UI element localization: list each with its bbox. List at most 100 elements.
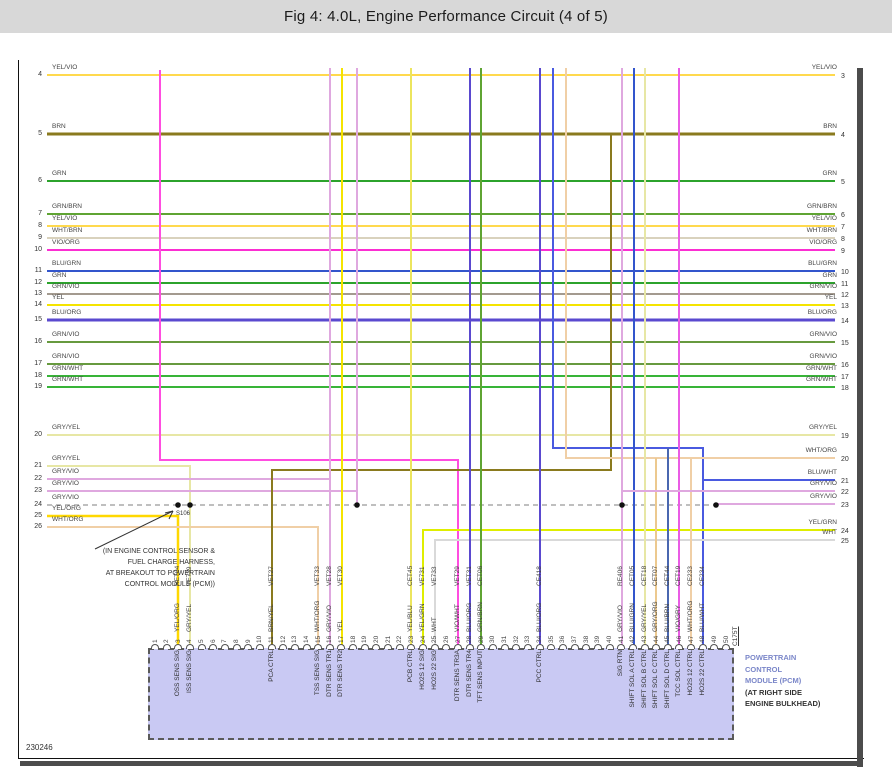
pin-number: 30 xyxy=(489,635,497,643)
pin-terminal-notch xyxy=(407,644,416,649)
pin-terminal-notch xyxy=(465,644,474,649)
left-wire-number: 19 xyxy=(34,383,42,390)
splice-dot xyxy=(713,502,719,508)
right-wire-color: GRN/VIO xyxy=(809,331,837,338)
pcm-callout-line: POWERTRAIN xyxy=(745,653,797,662)
frame-left-border xyxy=(18,60,19,759)
pin-wire-color: WHT xyxy=(430,617,438,632)
pin-signal-name: HO2S 22 SIG xyxy=(430,650,438,690)
right-wire-number: 25 xyxy=(841,538,849,545)
pin-wire-color: GRY/VIO xyxy=(617,605,625,632)
pin-circuit-code: CE234 xyxy=(698,566,706,586)
right-wire-color: GRN/VIO xyxy=(809,353,837,360)
pin-terminal-notch xyxy=(209,644,218,649)
pin-wire-color: YEL xyxy=(337,619,345,632)
pin-signal-name: DTR SENS TR4 xyxy=(465,650,473,697)
right-wire-number: 8 xyxy=(841,236,845,243)
pin-terminal-notch xyxy=(698,644,707,649)
splice-dot xyxy=(354,502,360,508)
pin-number: 6 xyxy=(209,639,217,643)
pin-terminal-notch xyxy=(267,644,276,649)
right-wire-number: 13 xyxy=(841,303,849,310)
right-wire-number: 15 xyxy=(841,340,849,347)
pin-terminal-notch xyxy=(360,644,369,649)
pin-number: 8 xyxy=(233,639,241,643)
pin-terminal-notch xyxy=(232,644,241,649)
right-wire-number: 9 xyxy=(841,248,845,255)
pin-number: 21 xyxy=(384,635,392,643)
pin-circuit-code: VET31 xyxy=(465,566,473,586)
right-wire-color: GRN xyxy=(822,272,837,279)
pin-terminal-notch xyxy=(593,644,602,649)
left-wire-number: 21 xyxy=(34,462,42,469)
pin-wire-color: WHT/ORG xyxy=(687,600,695,632)
left-wire-number: 5 xyxy=(38,130,42,137)
pin-terminal-notch xyxy=(384,644,393,649)
left-wire-color: GRN/WHT xyxy=(52,365,84,372)
left-wire-number: 10 xyxy=(34,246,42,253)
pin-terminal-notch xyxy=(302,644,311,649)
pin-circuit-code: VE731 xyxy=(419,566,427,586)
pin-circuit-code: CET45 xyxy=(407,565,415,586)
left-wire-number: 12 xyxy=(34,279,42,286)
wire xyxy=(47,514,180,648)
pin-wire-color: YEL/BLU xyxy=(407,605,415,632)
pin-signal-name: SIG RTN xyxy=(617,650,625,677)
pin-number: 20 xyxy=(372,635,380,643)
wire xyxy=(94,510,174,550)
pin-terminal-notch xyxy=(337,644,346,649)
right-wire-color: BLU/GRN xyxy=(808,260,837,267)
left-wire-color: WHT/ORG xyxy=(52,516,84,523)
left-wire-color: GRN/VIO xyxy=(52,283,80,290)
pin-signal-name: HO2S 22 CTRL xyxy=(698,650,706,696)
scroll-edge-bottom[interactable] xyxy=(20,761,863,766)
left-wire-color: WHT/BRN xyxy=(52,227,83,234)
pin-circuit-code: RE406 xyxy=(617,566,625,586)
pin-terminal-notch xyxy=(174,644,183,649)
left-wire-color: GRN/WHT xyxy=(52,376,84,383)
harness-note-line: AT BREAKOUT TO POWERTRAIN xyxy=(105,570,215,577)
left-wire-number: 18 xyxy=(34,372,42,379)
pin-terminal-notch xyxy=(185,644,194,649)
left-wire-color: YEL xyxy=(52,294,65,301)
pin-number: 39 xyxy=(594,635,602,643)
pin-terminal-notch xyxy=(663,644,672,649)
pin-number: 1 xyxy=(151,639,159,643)
pin-terminal-notch xyxy=(454,644,463,649)
pin-signal-name: DTR SENS TR2 xyxy=(337,650,345,697)
left-wire-color: GRY/VIO xyxy=(52,480,79,487)
pin-signal-name: PCB CTRL xyxy=(407,650,415,683)
pin-terminal-notch xyxy=(558,644,567,649)
left-wire-number: 26 xyxy=(34,523,42,530)
pin-terminal-notch xyxy=(500,644,509,649)
pin-circuit-code: CET05 xyxy=(628,565,636,586)
pin-wire-color: BRN/YEL xyxy=(267,604,275,632)
pin-terminal-notch xyxy=(570,644,579,649)
pin-wire-color: GRY/YEL xyxy=(185,603,193,632)
pin-terminal-notch xyxy=(244,644,253,649)
wire xyxy=(271,134,612,648)
right-wire-number: 22 xyxy=(841,489,849,496)
right-wire-number: 4 xyxy=(841,132,845,139)
wire xyxy=(552,68,704,648)
harness-note-line: (IN ENGINE CONTROL SENSOR & xyxy=(102,548,215,555)
pin-wire-color: BLU/ORG xyxy=(535,602,543,632)
right-wire-color: BLU/WHT xyxy=(807,469,837,476)
right-wire-number: 18 xyxy=(841,385,849,392)
splice-dot xyxy=(187,502,193,508)
scroll-edge-right[interactable] xyxy=(857,68,863,767)
right-wire-number: 20 xyxy=(841,456,849,463)
pin-number: 22 xyxy=(396,635,404,643)
pin-terminal-notch xyxy=(162,644,171,649)
pin-terminal-notch xyxy=(325,644,334,649)
pin-number: 32 xyxy=(512,635,520,643)
right-wire-color: GRN/BRN xyxy=(807,203,837,210)
pin-wire-color: BLU/GRN xyxy=(628,603,636,632)
pin-terminal-notch xyxy=(151,644,159,649)
right-wire-color: BRN xyxy=(823,123,837,130)
wire xyxy=(565,68,835,459)
right-wire-color: WHT/ORG xyxy=(805,447,837,454)
splice-s106-label: S106 xyxy=(176,511,191,517)
right-wire-number: 16 xyxy=(841,362,849,369)
